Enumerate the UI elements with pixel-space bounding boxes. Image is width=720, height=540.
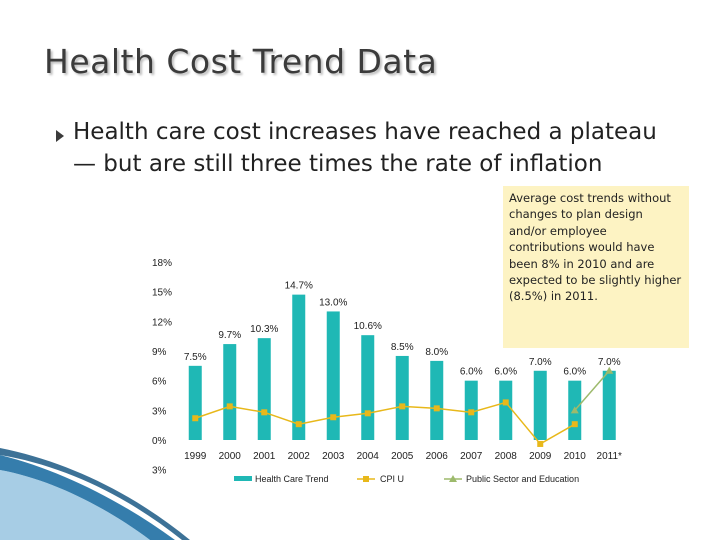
x-tick-label: 2004 [357,451,380,462]
public-sector-point [605,366,614,374]
x-tick-label: 2010 [564,451,587,462]
x-tick-label: 2001 [253,451,276,462]
bar-1999 [188,365,202,440]
bar-labels: 7.5% 9.7% 10.3% 14.7% 13.0% 10.6% 8.5% 8.0% 6.0%… [184,281,621,378]
bullet-arrow-icon [56,130,64,142]
bar-2002 [292,294,306,440]
cpi-u-point [433,405,440,412]
cpi-u-point [192,415,199,422]
bar-2000 [223,344,237,440]
y-tick-label: 0% [152,436,167,447]
slide-title: Health Cost Trend Data [44,42,438,81]
y-tick-label: 9% [152,347,167,358]
cpi-u-line [195,401,576,445]
legend-label: Health Care Trend [255,474,329,484]
legend-marker-cpi-u [363,476,369,482]
bar-2008 [499,380,513,440]
bar-value-label: 6.0% [460,367,483,378]
legend: Health Care Trend CPI U Public Sector and … [234,474,579,484]
cpi-u-point [571,421,578,428]
x-tick-label: 2003 [322,451,345,462]
x-tick-label: 2011* [597,451,623,462]
bar-2005 [395,355,409,440]
bar-value-label: 10.6% [354,321,382,332]
legend-label: Public Sector and Education [466,474,579,484]
cpi-u-point [364,410,371,417]
bar-2011* [602,370,616,440]
cpi-u-point [399,403,406,410]
y-tick-label: 3% [152,466,167,477]
y-tick-label: 18% [152,258,172,269]
bar-value-label: 10.3% [250,324,278,335]
cpi-u-point [330,414,337,421]
bar-value-label: 7.0% [529,357,552,368]
bar-value-label: 7.5% [184,352,207,363]
x-tick-label: 2009 [529,451,552,462]
x-tick-label: 2007 [460,451,483,462]
bar-value-label: 14.7% [285,281,313,292]
bar-value-label: 13.0% [319,297,347,308]
x-axis-ticks: 1999 2000 2001 2002 2003 2004 2005 2006 2007 2008… [184,451,622,462]
bar-2003 [326,311,340,440]
public-sector-line [574,370,610,411]
x-tick-label: 2006 [426,451,449,462]
legend-marker-public-sector [449,475,457,482]
y-tick-label: 12% [152,317,172,328]
bar-value-label: 7.0% [598,357,621,368]
callout-note: Average cost trends without changes to p… [503,186,689,348]
bar-value-label: 8.5% [391,342,414,353]
x-tick-label: 2008 [495,451,518,462]
bar-value-label: 6.0% [563,367,586,378]
legend-label: CPI U [380,474,404,484]
bar-value-label: 9.7% [218,330,241,341]
x-tick-label: 1999 [184,451,207,462]
legend-swatch-health-care-trend [234,476,252,481]
cpi-u-point [295,421,302,428]
x-tick-label: 2005 [391,451,414,462]
y-tick-label: 6% [152,377,167,388]
bar-2004 [361,335,375,440]
x-tick-label: 2002 [288,451,311,462]
cpi-u-point [468,409,475,416]
lines [192,366,614,447]
x-tick-label: 2000 [219,451,242,462]
cpi-u-point [226,403,233,410]
cpi-u-point [502,399,509,406]
bar-2001 [257,338,271,440]
bar-value-label: 6.0% [494,367,517,378]
bar-value-label: 8.0% [425,347,448,358]
cpi-u-point [261,409,268,416]
y-tick-label: 15% [152,288,172,299]
bar-2006 [430,360,444,440]
bullet-text: Health care cost increases have reached … [73,119,657,177]
bar-2009 [533,370,547,440]
y-axis-ticks: 18% 15% 12% 9% 6% 3% 0% 3% [152,258,172,477]
y-tick-label: 3% [152,406,167,417]
cpi-u-point [537,440,544,447]
public-sector-point [570,406,579,414]
